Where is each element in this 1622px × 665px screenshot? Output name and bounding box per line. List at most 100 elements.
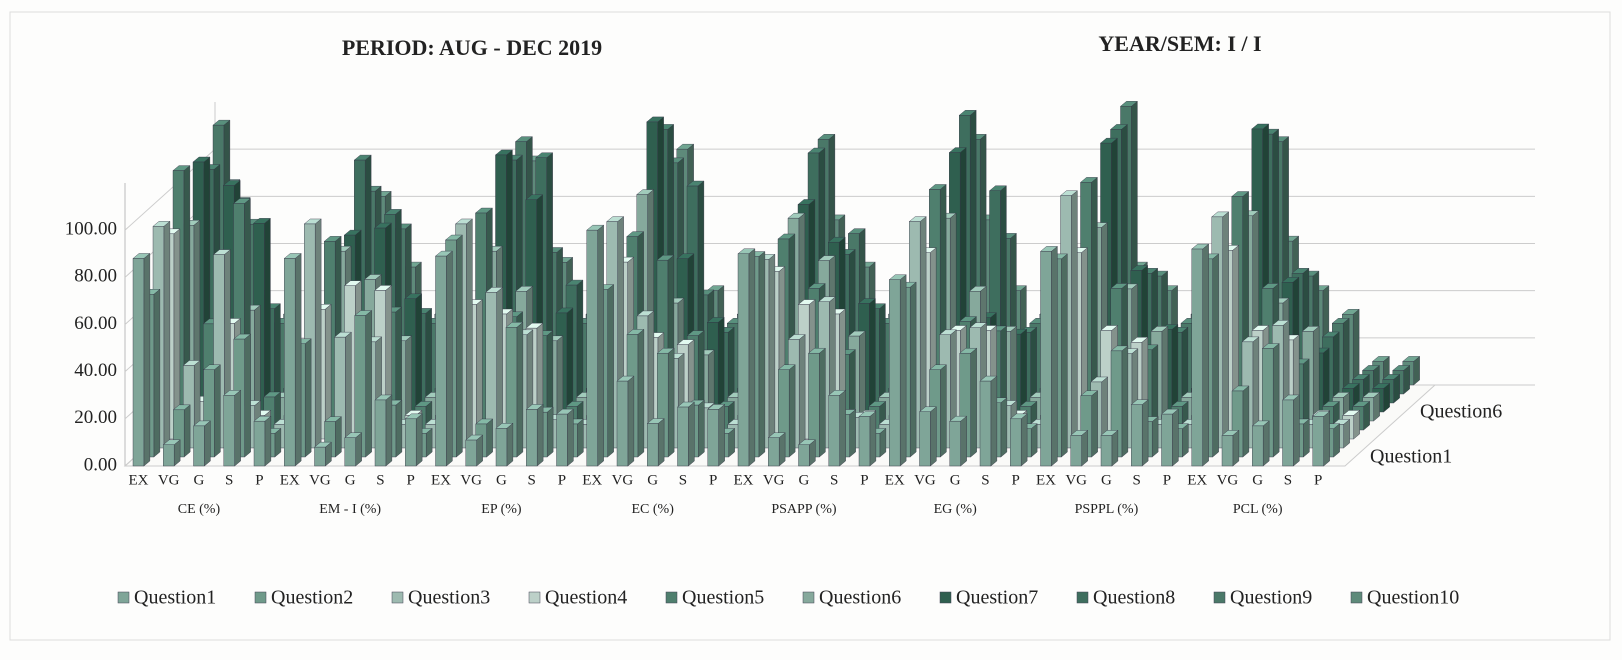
bar xyxy=(918,406,937,467)
bar-side xyxy=(163,220,171,449)
bar-front xyxy=(314,446,326,467)
bar-side xyxy=(415,413,423,467)
bar-front xyxy=(858,416,871,467)
bar-side xyxy=(1030,326,1037,404)
bar-side xyxy=(264,415,272,467)
bar-side xyxy=(597,224,604,467)
bar-side xyxy=(304,338,312,458)
bar-side xyxy=(314,218,322,449)
bar xyxy=(1261,343,1280,458)
legend-swatch xyxy=(1350,591,1363,604)
bar-side xyxy=(234,389,241,467)
legend-swatch xyxy=(1213,591,1226,604)
legend-label: Question1 xyxy=(134,587,216,609)
x-tick-label: EX xyxy=(582,472,602,488)
legend-swatch xyxy=(665,591,678,604)
x-tick-label: S xyxy=(225,472,233,488)
y-tick-label: 0.00 xyxy=(84,454,117,475)
bar-side xyxy=(1332,331,1340,404)
bar-front xyxy=(132,258,145,467)
bar-front xyxy=(1070,435,1082,467)
bar-side xyxy=(637,328,645,458)
bar-front xyxy=(1221,435,1234,467)
bar-side xyxy=(143,253,151,467)
legend-label: Question3 xyxy=(408,587,490,609)
bar xyxy=(737,248,756,467)
x-tick-label: EX xyxy=(733,472,753,488)
bar-front xyxy=(1312,416,1324,467)
bar-side xyxy=(183,404,191,458)
x-tick-label: P xyxy=(1163,472,1171,488)
x-tick-label: VG xyxy=(158,472,180,488)
bar xyxy=(1221,429,1240,467)
bar-side xyxy=(1121,345,1129,458)
bar-side xyxy=(627,375,635,467)
group-label: EP (%) xyxy=(481,502,522,517)
bar xyxy=(495,422,514,467)
x-tick-label: EX xyxy=(128,472,148,488)
x-tick-label: G xyxy=(647,472,658,488)
bar-side xyxy=(335,416,342,458)
bar-front xyxy=(163,444,175,467)
bar-front xyxy=(193,425,205,467)
bar xyxy=(1080,390,1099,458)
x-tick-label: G xyxy=(950,472,961,488)
x-tick-label: S xyxy=(981,472,989,488)
bar-side xyxy=(667,347,675,458)
bar xyxy=(223,389,242,467)
bar-side xyxy=(446,250,453,467)
bar-side xyxy=(798,334,806,449)
bar xyxy=(202,364,221,458)
bar xyxy=(586,224,605,467)
bar-side xyxy=(869,298,876,413)
bar-front xyxy=(435,255,447,467)
bar-side xyxy=(1171,324,1179,413)
group-label: EC (%) xyxy=(631,502,674,517)
bar-front xyxy=(1282,399,1294,467)
chart-subtitle: YEAR/SEM: I / I xyxy=(1098,31,1261,56)
x-tick-label: VG xyxy=(460,472,482,488)
bar xyxy=(1231,385,1250,458)
bar-side xyxy=(546,406,554,458)
bar-side xyxy=(355,432,362,467)
x-tick-label: P xyxy=(407,472,415,488)
bar xyxy=(1191,243,1210,467)
bar-side xyxy=(1091,390,1098,458)
bar-side xyxy=(1141,399,1149,467)
bar xyxy=(555,408,574,467)
bar xyxy=(303,218,322,449)
x-tick-label: G xyxy=(1101,472,1112,488)
bar-front xyxy=(616,380,629,467)
bar-front xyxy=(647,423,659,467)
bar xyxy=(807,347,826,458)
bar-side xyxy=(1071,190,1078,449)
x-tick-label: P xyxy=(709,472,717,488)
bar xyxy=(283,253,302,467)
bar-side xyxy=(1323,411,1330,467)
bar-side xyxy=(819,347,826,458)
bar-front xyxy=(1100,435,1113,467)
bar-side xyxy=(698,399,705,458)
bar-side xyxy=(395,399,403,458)
x-tick-label: G xyxy=(345,472,356,488)
legend-label: Question2 xyxy=(271,587,353,609)
bar-side xyxy=(960,415,967,467)
x-tick-label: G xyxy=(1252,472,1263,488)
bar-side xyxy=(1000,397,1008,458)
legend-label: Question6 xyxy=(819,587,901,609)
bar-side xyxy=(1181,326,1189,404)
y-tick-label: 100.00 xyxy=(65,219,117,240)
group-label: PCL (%) xyxy=(1233,502,1283,517)
bar-side xyxy=(576,279,584,404)
bar xyxy=(616,375,635,467)
legend-swatch xyxy=(939,591,952,604)
bar-side xyxy=(1020,413,1028,467)
legend-label: Question9 xyxy=(1230,587,1312,609)
bar-front xyxy=(586,229,598,467)
bar xyxy=(1039,245,1058,467)
bar-side xyxy=(567,408,574,467)
bar-side xyxy=(486,418,493,458)
bar-front xyxy=(1161,413,1173,467)
bar-front xyxy=(405,418,417,467)
bar-side xyxy=(365,310,372,458)
